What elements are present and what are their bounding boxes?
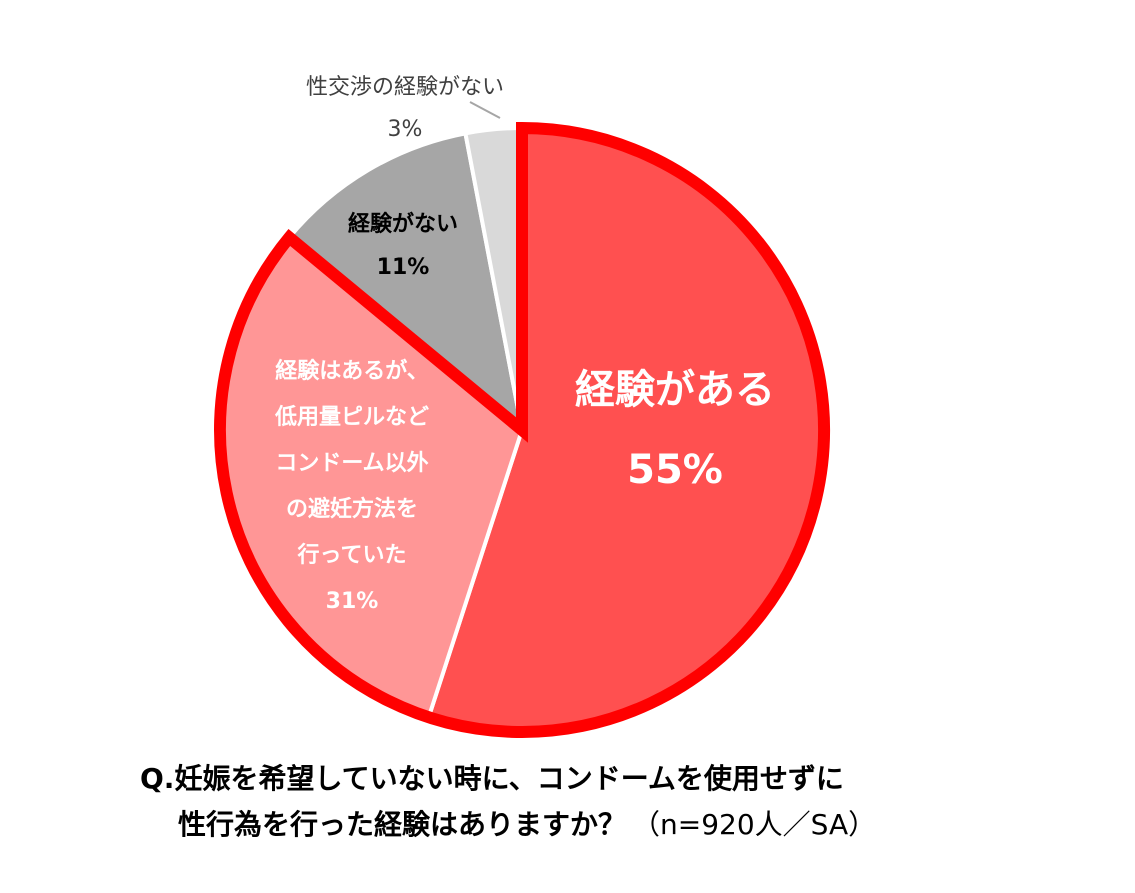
slice-label: 性交渉の経験がない — [306, 75, 504, 100]
chart-title: Q.妊娠を希望していない時に、コンドームを使用せずに — [140, 762, 844, 795]
value-label: 11% — [377, 255, 430, 280]
value-label: 55% — [627, 447, 723, 493]
highlight-outline — [214, 121, 830, 738]
value-label: 3% — [388, 117, 423, 142]
chart-title: 性行為を行った経験はありますか？ — [178, 808, 626, 841]
slice-label: 経験がある — [575, 367, 775, 413]
slice-label: 低用量ピルなど — [274, 405, 429, 430]
slice-label: の避妊方法を — [286, 496, 418, 522]
chart-title: 性行為を行った経験はありますか？ （n=920人／SA） — [178, 808, 876, 841]
slice-label: 経験はあるが、 — [275, 358, 429, 384]
pie-slice — [286, 131, 526, 436]
value-label: 31% — [326, 589, 379, 614]
slice-label: 経験がない — [348, 211, 458, 237]
leader-line — [469, 101, 501, 119]
slice-label: 行っていた — [297, 542, 407, 568]
chart-note: （n=920人／SA） — [632, 808, 876, 841]
slice-label: コンドーム以外 — [275, 450, 428, 476]
